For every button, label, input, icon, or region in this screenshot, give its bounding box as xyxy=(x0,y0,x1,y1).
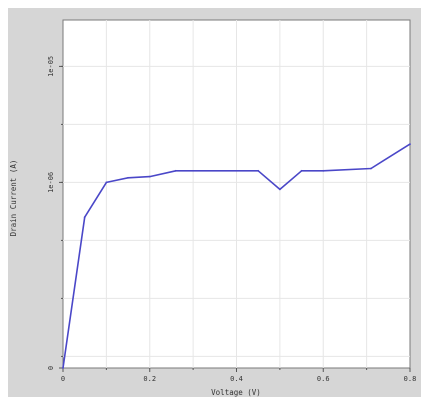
series-line-0 xyxy=(62,143,411,369)
data-point xyxy=(257,169,260,172)
line-chart: 0 0.2 0.4 0.6 0.8 0 1e-06 1e-05 Voltage (V) Dra… xyxy=(9,19,417,397)
y-tick-label: 1e-05 xyxy=(47,56,55,77)
data-point xyxy=(62,367,64,369)
data-point xyxy=(300,169,303,172)
data-point xyxy=(83,216,86,219)
x-tick-label: 0.8 xyxy=(404,375,417,383)
y-axis-title: Drain Current (A) xyxy=(9,160,18,237)
data-point xyxy=(105,181,108,184)
x-tick-label: 0.6 xyxy=(317,375,330,383)
x-axis-title: Voltage (V) xyxy=(211,388,261,397)
data-point xyxy=(127,176,129,179)
y-tick-label: 1e-06 xyxy=(47,172,55,193)
data-point xyxy=(278,188,281,191)
y-tick-label: 0 xyxy=(47,366,55,370)
chart-frame: 0 0.2 0.4 0.6 0.8 0 1e-06 1e-05 Voltage (V) Dra… xyxy=(8,8,421,397)
x-tick-label: 0.2 xyxy=(143,375,156,383)
data-point xyxy=(174,169,177,172)
data-point xyxy=(370,167,372,170)
x-tick-label: 0.4 xyxy=(230,375,243,383)
series-layer xyxy=(62,143,411,369)
data-point xyxy=(148,175,151,178)
x-tick-label: 0 xyxy=(61,375,65,383)
grid xyxy=(63,20,410,368)
data-point xyxy=(409,143,411,146)
data-point xyxy=(322,169,325,172)
